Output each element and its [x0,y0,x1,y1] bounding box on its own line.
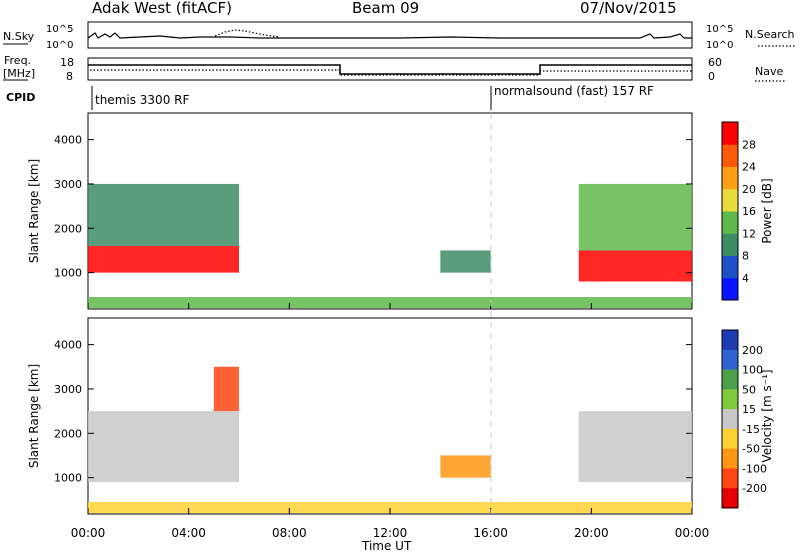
velocity-colorbar-swatch-3 [722,389,738,410]
velocity-ytick-label-3: 4000 [54,339,82,352]
beam-title: Beam 09 [352,0,419,17]
sky-tick-low: 10^0 [46,40,73,51]
time-tick-label-1: 04:00 [171,526,206,540]
power-ytick-label-0: 1000 [54,267,82,280]
velocity-colorbar-label: Velocity [m s⁻¹] [760,369,774,462]
power-colorbar-tick-2: 12 [742,227,756,240]
power-colorbar-swatch-6 [722,144,738,167]
n-sky-label: N.Sky [3,30,35,43]
velocity-region-1 [213,366,239,412]
time-tick-label-0: 00:00 [71,526,106,540]
velocity-ytick-label-1: 2000 [54,427,82,440]
velocity-region-3 [578,411,692,483]
power-ylabel: Slant Range [km] [27,159,41,263]
time-axis-label: Time UT [361,539,412,553]
time-tick-label-4: 16:00 [473,526,508,540]
cpid-panel: CPID themis 3300 RF normalsound (fast) 1… [6,84,654,110]
search-tick-low: 10^0 [706,40,733,51]
velocity-colorbar-swatch-2 [722,369,738,390]
freq-tick-low: 8 [66,70,73,83]
power-colorbar: 4 8 12 16 20 24 28 Power [dB] [721,121,774,301]
search-tick-high: 10^5 [706,24,733,35]
power-colorbar-tick-4: 20 [742,183,756,196]
nave-tick-high: 60 [708,56,722,69]
velocity-colorbar-tick-4: -15 [742,423,760,436]
velocity-colorbar-swatch-5 [722,428,738,450]
power-region-1 [88,183,239,247]
power-ytick-label-1: 2000 [54,222,82,235]
power-panel: 1000 2000 3000 4000 Slant Range [km] [27,112,693,310]
velocity-colorbar-swatch-6 [722,448,738,469]
velocity-colorbar-swatch-4 [722,409,738,430]
freq-tick-high: 18 [60,56,74,69]
velocity-ytick-label-0: 1000 [54,472,82,485]
power-colorbar-swatch-0 [722,277,738,301]
velocity-ytick-label-2: 3000 [54,383,82,396]
velocity-region-4 [88,502,692,514]
velocity-colorbar-tick-6: -100 [742,462,767,475]
cpid-mode-1: themis 3300 RF [95,93,189,107]
power-colorbar-swatch-5 [722,166,738,190]
velocity-colorbar-tick-5: -50 [742,443,760,456]
velocity-colorbar-swatch-1 [722,349,738,371]
power-colorbar-swatch-4 [722,188,738,212]
frequency-panel: Freq. [MHz] 18 8 60 0 Nave [3,54,785,83]
freq-unit-label: [MHz] [3,67,35,80]
velocity-colorbar-tick-0: 200 [742,344,763,357]
velocity-colorbar-tick-1: 100 [742,364,763,377]
nave-tick-low: 0 [708,70,715,83]
time-tick-label-6: 00:00 [675,526,710,540]
power-colorbar-swatch-7 [722,122,738,145]
power-region-2 [440,250,491,273]
power-colorbar-label: Power [dB] [760,178,774,243]
velocity-colorbar-swatch-0 [722,330,738,351]
power-colorbar-swatch-3 [722,211,738,234]
power-colorbar-tick-0: 4 [742,272,749,285]
power-colorbar-tick-6: 28 [742,138,756,151]
velocity-ylabel: Slant Range [km] [27,364,41,468]
sky-noise-panel: N.Sky 10^5 10^0 10^5 10^0 N.Search [3,21,795,51]
power-colorbar-tick-3: 16 [742,205,756,218]
time-tick-label-5: 20:00 [574,526,609,540]
n-search-label: N.Search [745,28,795,41]
velocity-colorbar-swatch-7 [722,468,738,489]
time-tick-label-2: 08:00 [272,526,307,540]
velocity-colorbar: 200 100 50 15 -15 -50 -100 -200 Velocity [m s⁻¹… [721,329,774,509]
power-colorbar-tick-5: 24 [742,161,756,174]
velocity-colorbar-swatch-8 [722,488,738,509]
station-title: Adak West (fitACF) [92,0,232,17]
date-title: 07/Nov/2015 [580,0,677,17]
time-axis: 00:00 04:00 08:00 12:00 16:00 20:00 00:00 [71,526,710,540]
nave-label: Nave [755,65,783,78]
velocity-panel: 1000 2000 3000 4000 Slant Range [km] [27,317,693,515]
power-colorbar-tick-1: 8 [742,250,749,263]
time-tick-label-3: 12:00 [373,526,408,540]
power-colorbar-swatch-2 [722,233,738,256]
power-region-5 [88,297,692,309]
power-region-4 [578,183,692,251]
freq-label: Freq. [4,54,31,67]
velocity-region-2 [440,455,491,478]
velocity-region-0 [88,411,239,483]
velocity-colorbar-tick-2: 50 [742,383,756,396]
power-ytick-label-2: 3000 [54,178,82,191]
velocity-colorbar-tick-3: 15 [742,403,756,416]
cpid-label: CPID [6,91,35,104]
power-region-0 [88,246,239,273]
velocity-colorbar-tick-7: -200 [742,482,767,495]
power-region-3 [578,250,692,282]
power-ytick-label-3: 4000 [54,134,82,147]
sky-tick-high: 10^5 [46,24,73,35]
power-colorbar-swatch-1 [722,255,738,279]
cpid-mode-2: normalsound (fast) 157 RF [494,84,654,98]
